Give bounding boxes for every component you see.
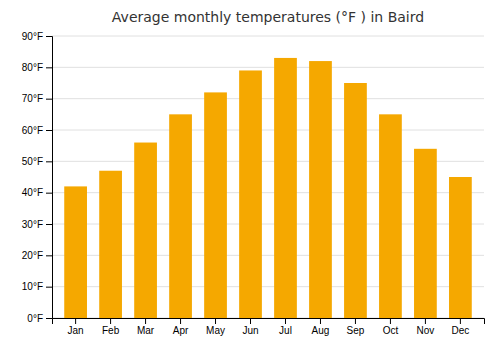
x-tick-mark xyxy=(320,318,321,324)
x-tick-label: Jun xyxy=(242,325,258,336)
x-tick-label: Aug xyxy=(312,325,330,336)
x-tick-mark xyxy=(75,318,76,324)
y-tick-label: 20°F xyxy=(22,250,43,261)
x-axis: Jan Feb Mar Apr May Jun Jul Aug Sep Oct Nov Dec xyxy=(53,318,485,336)
x-tick-label: May xyxy=(206,325,225,336)
x-tick: Jul xyxy=(279,318,292,336)
y-tick-mark xyxy=(46,255,52,256)
x-tick-label: Nov xyxy=(417,325,435,336)
y-tick-mark xyxy=(46,99,52,100)
y-tick: 40°F xyxy=(22,187,52,198)
y-axis-line xyxy=(46,37,53,319)
y-tick: 80°F xyxy=(22,62,52,73)
x-axis-line xyxy=(53,319,485,325)
x-tick-mark xyxy=(390,318,391,324)
y-tick-label: 60°F xyxy=(22,125,43,136)
x-tick-mark xyxy=(215,318,216,324)
y-tick-label: 80°F xyxy=(22,62,43,73)
x-tick-label: Feb xyxy=(102,325,120,336)
y-tick: 90°F xyxy=(22,31,52,42)
x-tick-mark xyxy=(250,318,251,324)
grid-line xyxy=(52,67,484,68)
y-tick-mark xyxy=(46,67,52,68)
bar xyxy=(204,92,227,318)
x-tick: Dec xyxy=(451,318,469,336)
x-tick-label: Mar xyxy=(137,325,155,336)
x-tick-mark xyxy=(425,318,426,324)
y-tick-mark xyxy=(46,287,52,288)
y-tick-label: 70°F xyxy=(22,93,43,104)
bar xyxy=(134,143,157,318)
bar xyxy=(239,70,262,318)
y-tick-mark xyxy=(46,193,52,194)
y-tick-mark xyxy=(46,224,52,225)
bar xyxy=(99,171,122,318)
y-tick-mark xyxy=(46,36,52,37)
y-tick-label: 40°F xyxy=(22,187,43,198)
bar xyxy=(449,177,472,318)
y-tick-mark xyxy=(46,318,52,319)
y-tick: 70°F xyxy=(22,93,52,104)
x-tick: Nov xyxy=(417,318,435,336)
x-tick-label: Sep xyxy=(347,325,365,336)
plot: 0°F 10°F 20°F 30°F 40°F 50°F 60°F 70°F 80°F 90°F J… xyxy=(22,31,485,336)
x-tick-mark xyxy=(460,318,461,324)
bar xyxy=(309,61,332,318)
x-tick: May xyxy=(206,318,225,336)
y-tick: 60°F xyxy=(22,125,52,136)
y-tick: 30°F xyxy=(22,219,52,230)
x-tick-mark xyxy=(145,318,146,324)
x-tick: Aug xyxy=(312,318,330,336)
y-tick-label: 30°F xyxy=(22,219,43,230)
grid-line xyxy=(52,130,484,131)
x-tick-label: Oct xyxy=(383,325,399,336)
y-tick: 50°F xyxy=(22,156,52,167)
x-tick: Jan xyxy=(68,318,84,336)
bar xyxy=(379,114,402,318)
title: Average monthly temperatures (°F ) in Ba… xyxy=(112,9,424,25)
grid xyxy=(52,36,484,318)
x-tick-label: Apr xyxy=(173,325,189,336)
y-tick-label: 10°F xyxy=(22,281,43,292)
bar xyxy=(64,186,87,318)
x-tick-mark xyxy=(110,318,111,324)
y-tick: 0°F xyxy=(27,313,52,324)
x-tick-mark xyxy=(355,318,356,324)
chart-svg: 0°F 10°F 20°F 30°F 40°F 50°F 60°F 70°F 80°F 90°F J… xyxy=(0,0,500,350)
grid-line xyxy=(52,36,484,37)
y-tick-mark xyxy=(46,130,52,131)
x-tick: Jun xyxy=(242,318,258,336)
x-tick-mark xyxy=(285,318,286,324)
y-axis: 0°F 10°F 20°F 30°F 40°F 50°F 60°F 70°F 80°F 90°F xyxy=(22,31,53,324)
chart-container: 0°F 10°F 20°F 30°F 40°F 50°F 60°F 70°F 80°F 90°F J… xyxy=(0,0,500,350)
grid-line xyxy=(52,98,484,99)
x-tick: Sep xyxy=(347,318,365,336)
x-tick: Feb xyxy=(102,318,120,336)
bar xyxy=(169,114,192,318)
bar xyxy=(274,58,297,318)
bars xyxy=(64,58,472,318)
x-tick: Oct xyxy=(383,318,399,336)
y-tick-label: 50°F xyxy=(22,156,43,167)
x-tick-mark xyxy=(180,318,181,324)
y-tick-label: 90°F xyxy=(22,31,43,42)
y-tick-mark xyxy=(46,161,52,162)
x-tick-label: Dec xyxy=(451,325,469,336)
x-tick-label: Jul xyxy=(279,325,292,336)
y-tick-label: 0°F xyxy=(27,313,43,324)
x-tick-label: Jan xyxy=(68,325,84,336)
y-tick: 10°F xyxy=(22,281,52,292)
bar xyxy=(414,149,437,318)
x-tick: Mar xyxy=(137,318,155,336)
x-tick: Apr xyxy=(173,318,189,336)
bar xyxy=(344,83,367,318)
y-tick: 20°F xyxy=(22,250,52,261)
